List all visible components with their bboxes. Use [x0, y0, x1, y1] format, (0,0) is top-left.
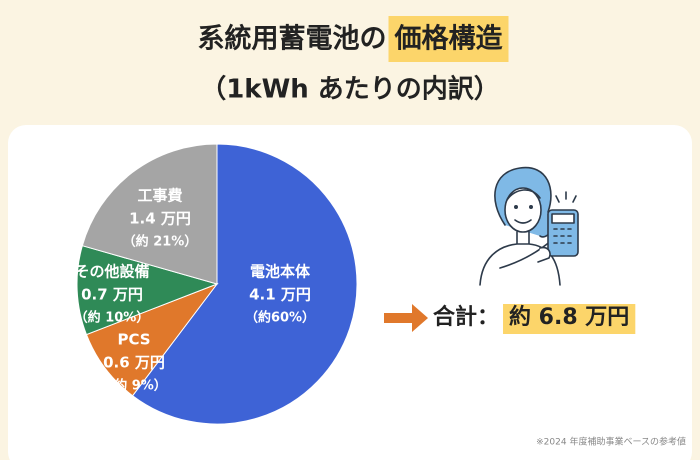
slice-category: 電池本体 — [250, 263, 311, 281]
slice-percent-label: （約60%） — [245, 310, 315, 326]
pie-slice — [76, 245, 219, 336]
total-label: 合計： — [433, 304, 499, 330]
pie-slice — [131, 143, 358, 425]
slice-value-label: 1.4 万円 — [129, 210, 191, 228]
slice-value-label: 0.6 万円 — [103, 354, 165, 372]
footnote: ※2024 年度補助事業ベースの参考値 — [536, 436, 686, 448]
pie — [76, 143, 358, 425]
total-highlight-bg — [503, 304, 636, 334]
slice-category: PCS — [117, 331, 150, 349]
total-value: 約 6.8 万円 — [509, 304, 629, 330]
pie-slice — [81, 143, 218, 285]
person-illustration — [479, 166, 579, 286]
slice-labels: 電池本体 4.1 万円 （約60%） PCS 0.6 万円 （約 9%） その他設備 0.7 … — [74, 187, 315, 394]
slice-percent-label: （約 10%） — [75, 310, 150, 326]
chart-subtitle: （1kWh あたりの内訳） — [200, 74, 500, 105]
slice-category: 工事費 — [137, 187, 182, 205]
chart-title-highlight: 価格構造 — [394, 24, 503, 55]
slice-value-label: 4.1 万円 — [249, 286, 311, 304]
slice-category: その他設備 — [74, 263, 149, 281]
slice-percent-label: （約 9%） — [101, 378, 167, 394]
title-highlight-bg — [388, 16, 509, 62]
slice-percent-label: （約 21%） — [123, 234, 198, 250]
chart-title: 系統用蓄電池の — [198, 23, 387, 55]
arrow — [384, 304, 428, 332]
slice-value-label: 0.7 万円 — [81, 286, 143, 304]
